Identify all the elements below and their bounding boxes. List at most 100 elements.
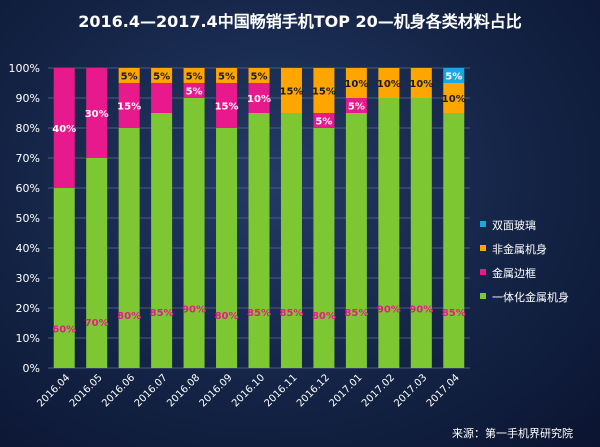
data-label: 40%	[52, 124, 76, 135]
bar-segment	[248, 83, 270, 113]
bar-segment	[183, 68, 205, 83]
bar-segment	[53, 188, 75, 368]
data-label: 30%	[85, 109, 109, 120]
legend-swatch	[480, 269, 486, 275]
bar-segment	[216, 128, 238, 368]
data-label: 90%	[182, 305, 206, 316]
bar-segment	[183, 83, 205, 98]
bar-segment	[345, 98, 367, 113]
data-label: 5%	[315, 117, 332, 128]
bar-segment	[443, 113, 465, 368]
legend-swatch	[480, 293, 486, 299]
bar-segment	[216, 83, 238, 128]
bar-segment	[410, 98, 432, 368]
data-label: 90%	[409, 305, 433, 316]
y-tick-label: 40%	[16, 242, 40, 255]
x-tick-label: 2017.01	[327, 372, 364, 409]
data-label: 80%	[117, 311, 141, 322]
bar-segment	[280, 113, 302, 368]
y-tick-label: 0%	[23, 362, 40, 375]
data-label: 5%	[186, 72, 203, 83]
bar-segment	[410, 68, 432, 98]
x-tick-label: 2016.11	[263, 372, 300, 409]
bar-segment	[378, 98, 400, 368]
bar-segment	[183, 98, 205, 368]
bar-segment	[248, 113, 270, 368]
y-tick-label: 50%	[16, 212, 40, 225]
bar-segment	[216, 68, 238, 83]
x-tick-label: 2017.04	[425, 372, 462, 409]
source-note: 来源：第一手机界研究院	[452, 426, 573, 440]
data-label: 5%	[153, 72, 170, 83]
x-tick-label: 2016.05	[68, 372, 105, 409]
bar-segment	[53, 68, 75, 188]
bar-segment	[151, 113, 173, 368]
data-label: 5%	[251, 72, 268, 83]
data-label: 10%	[247, 94, 271, 105]
x-tick-label: 2016.06	[100, 372, 137, 409]
data-label: 15%	[215, 102, 239, 113]
data-label: 15%	[117, 102, 141, 113]
bar-segment	[151, 68, 173, 83]
bar-segment	[345, 68, 367, 98]
data-labels: 60% 40% 70% 30% 80% 15% 5% 85% 5% 90% 5% 5% 80% 15% 5%…	[52, 72, 465, 336]
bar-segment	[345, 113, 367, 368]
x-tick-label: 2017.02	[360, 372, 397, 409]
legend-label: 金属边框	[492, 266, 536, 280]
y-tick-label: 80%	[16, 122, 40, 135]
x-tick-label: 2016.10	[230, 372, 267, 409]
data-label: 85%	[150, 308, 174, 319]
bar-segment	[313, 113, 335, 128]
x-tick-label: 2016.04	[35, 372, 72, 409]
data-label: 10%	[377, 79, 401, 90]
data-label: 70%	[85, 318, 109, 329]
data-label: 5%	[445, 72, 462, 83]
y-axis: 0% 10% 20% 30% 40% 50% 60% 70% 80% 90% 100%	[9, 62, 40, 375]
bar-segment	[118, 68, 140, 83]
data-label: 80%	[215, 311, 239, 322]
bar-segment	[86, 68, 108, 158]
bar-segment	[118, 128, 140, 368]
data-label: 5%	[218, 72, 235, 83]
bar-segment	[118, 83, 140, 128]
x-tick-label: 2016.12	[295, 372, 332, 409]
data-label: 85%	[247, 308, 271, 319]
data-label: 5%	[121, 72, 138, 83]
y-tick-label: 100%	[9, 62, 40, 75]
bar-segment	[443, 83, 465, 113]
x-tick-label: 2017.03	[392, 372, 429, 409]
legend-swatch	[480, 221, 486, 227]
chart-title: 2016.4—2017.4中国畅销手机TOP 20—机身各类材料占比	[78, 12, 522, 31]
data-label: 15%	[279, 87, 303, 98]
legend-swatch	[480, 245, 486, 251]
data-label: 5%	[186, 87, 203, 98]
y-tick-label: 20%	[16, 302, 40, 315]
legend-label: 非金属机身	[492, 242, 547, 256]
x-tick-label: 2016.07	[133, 372, 170, 409]
data-label: 90%	[377, 305, 401, 316]
data-label: 85%	[279, 308, 303, 319]
x-axis: 2016.042016.052016.062016.072016.082016.…	[35, 372, 462, 409]
y-tick-label: 70%	[16, 152, 40, 165]
bar-segment	[151, 83, 173, 113]
x-tick-label: 2016.08	[165, 372, 202, 409]
y-tick-label: 90%	[16, 92, 40, 105]
bar-segment	[313, 128, 335, 368]
y-tick-label: 60%	[16, 182, 40, 195]
data-label: 10%	[442, 94, 466, 105]
bar-segment	[313, 68, 335, 113]
bar-segment	[248, 68, 270, 83]
bar-segment	[86, 158, 108, 368]
y-tick-label: 30%	[16, 272, 40, 285]
data-label: 15%	[312, 87, 336, 98]
legend-label: 一体化金属机身	[492, 290, 569, 304]
bar-segment	[378, 68, 400, 98]
data-label: 5%	[348, 102, 365, 113]
x-tick-label: 2016.09	[198, 372, 235, 409]
legend-label: 双面玻璃	[492, 218, 536, 232]
y-tick-label: 10%	[16, 332, 40, 345]
data-label: 10%	[344, 79, 368, 90]
data-label: 10%	[409, 79, 433, 90]
